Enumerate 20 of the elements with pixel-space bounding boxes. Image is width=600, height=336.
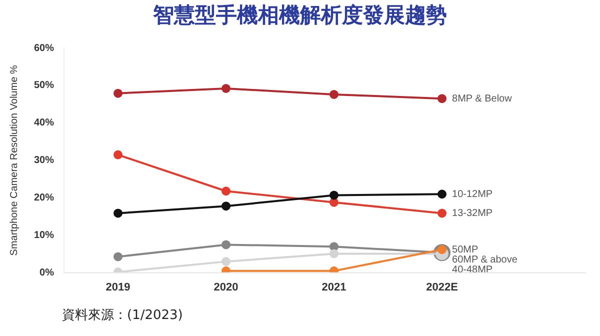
y-axis-title: Smartphone Camera Resolution Volume % — [8, 64, 20, 256]
series-label: 60MP & above — [452, 254, 518, 266]
series-label: 8MP & Below — [452, 93, 513, 104]
x-tick-label: 2020 — [214, 281, 238, 294]
series-label: 13-32MP — [452, 208, 493, 219]
y-tick-label: 40% — [34, 118, 54, 129]
series-label: 50MP — [452, 244, 478, 256]
x-tick-label: 2022E — [426, 281, 458, 294]
x-tick-label: 2019 — [106, 281, 130, 294]
series-label: 40-48MP — [452, 264, 493, 276]
y-tick-label: 0% — [40, 268, 54, 279]
chart-title: 智慧型手機相機解析度發展趨勢 — [152, 2, 448, 29]
y-tick-label: 10% — [34, 230, 54, 242]
y-tick-label: 30% — [34, 155, 54, 166]
y-tick-label: 60% — [34, 42, 54, 54]
source-note: 資料來源：(1/2023) — [62, 307, 183, 324]
y-tick-label: 20% — [34, 192, 54, 204]
x-tick-label: 2021 — [322, 281, 346, 294]
y-tick-label: 50% — [34, 80, 54, 92]
series-label: 10-12MP — [452, 188, 493, 200]
